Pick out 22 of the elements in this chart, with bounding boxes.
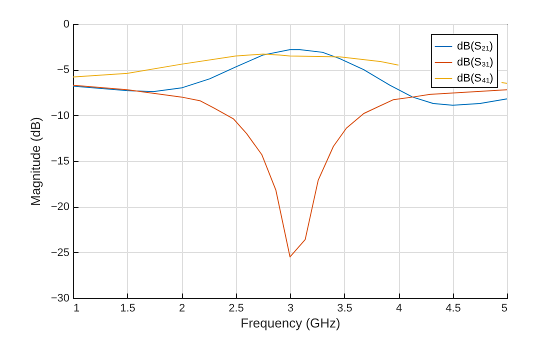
y-tick-label: −30 (50, 292, 70, 304)
x-tick-label: 1 (74, 302, 80, 314)
y-tick-label: −25 (50, 246, 70, 259)
legend-label: dB(S₄₁) (457, 72, 494, 84)
y-tick-label: −15 (50, 156, 70, 168)
x-tick-label: 5 (501, 302, 508, 314)
x-tick-label: 4 (396, 302, 402, 314)
y-tick-label: −10 (50, 110, 70, 122)
y-tick-label: −5 (56, 64, 70, 76)
y-tick-label: 0 (63, 18, 70, 30)
line-series (72, 84, 508, 258)
x-axis-title: Frequency (GHz) (240, 316, 340, 330)
x-tick-label: 1.5 (120, 302, 136, 314)
x-tick-label: 3.5 (337, 302, 352, 314)
x-tick-label: 2.5 (228, 302, 244, 314)
legend-label: dB(S₂₁) (457, 40, 494, 52)
x-tick-label: 2 (178, 302, 186, 314)
legend-label: dB(S₃₁) (457, 56, 494, 68)
x-tick-label: 4.5 (446, 302, 461, 314)
y-axis-title: Magnitude (dB) (28, 117, 43, 206)
y-tick-label: −20 (50, 201, 70, 214)
x-tick-label: 3 (287, 302, 294, 314)
